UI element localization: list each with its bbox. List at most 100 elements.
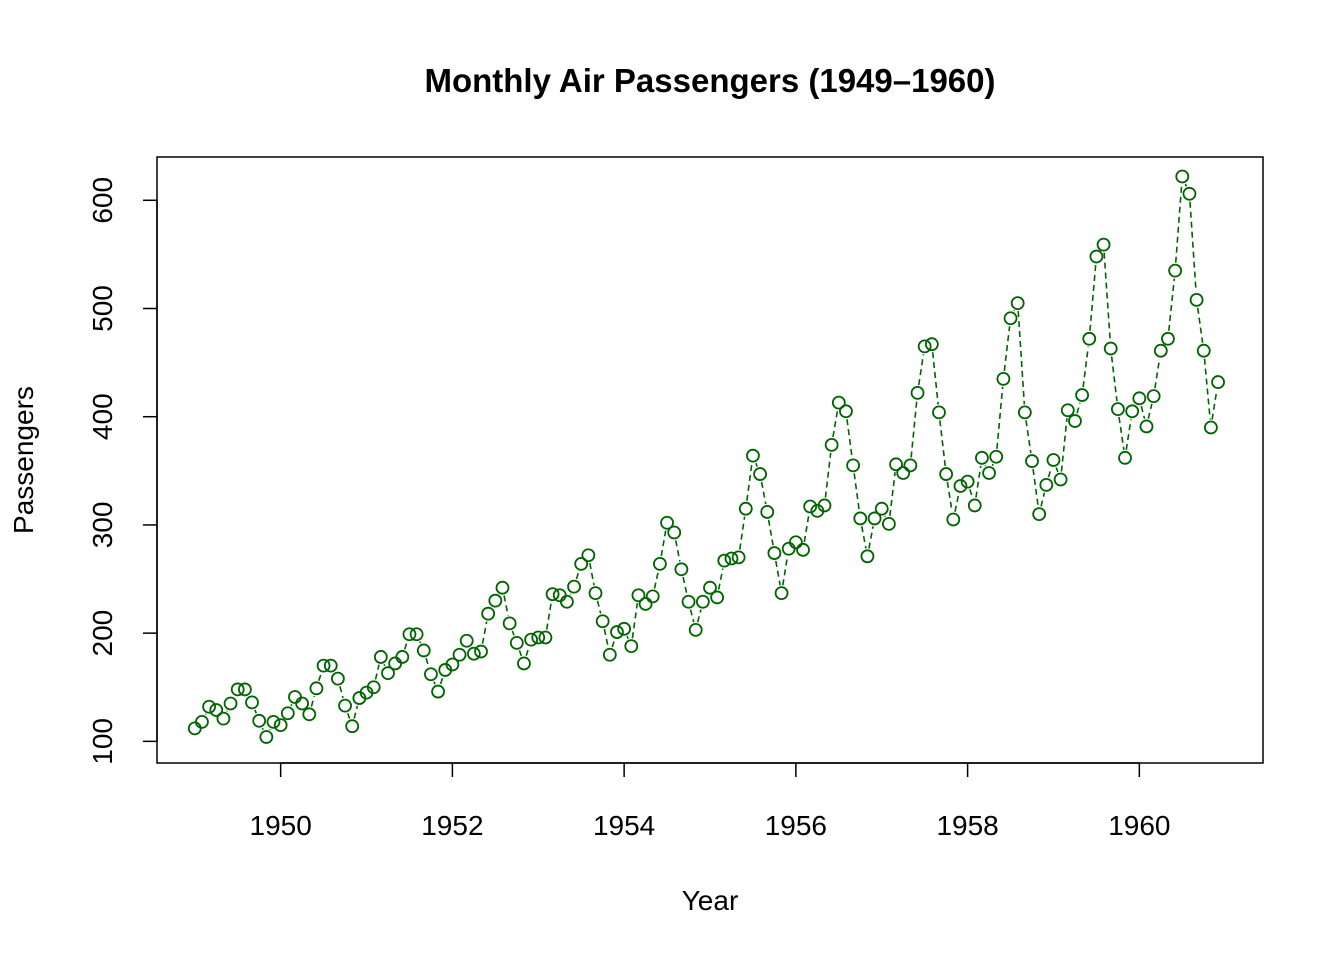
series-segment bbox=[626, 635, 629, 640]
series-segment bbox=[1110, 356, 1118, 402]
series-segment bbox=[832, 410, 839, 438]
data-point bbox=[1103, 341, 1118, 356]
data-point bbox=[967, 498, 982, 513]
data-point bbox=[209, 703, 224, 717]
series-segment bbox=[589, 562, 595, 586]
series-segment bbox=[1032, 468, 1039, 507]
series-segment bbox=[1055, 467, 1059, 473]
data-point bbox=[681, 594, 696, 609]
series-segment bbox=[374, 664, 380, 680]
series-segment bbox=[1174, 184, 1183, 263]
series-segment bbox=[596, 600, 602, 614]
data-point bbox=[409, 627, 424, 642]
data-point bbox=[1153, 343, 1168, 358]
data-point bbox=[617, 621, 632, 636]
data-point bbox=[1089, 249, 1104, 264]
data-point bbox=[280, 706, 295, 721]
series-segment bbox=[954, 493, 960, 512]
data-point bbox=[853, 511, 868, 526]
series-segment bbox=[969, 489, 974, 499]
series-segment bbox=[1017, 311, 1026, 405]
data-point bbox=[753, 467, 767, 481]
series-segment bbox=[674, 540, 681, 562]
series-segment bbox=[1140, 405, 1146, 419]
data-point bbox=[1053, 472, 1068, 487]
series-segment bbox=[991, 463, 994, 466]
data-point bbox=[502, 616, 517, 631]
data-point bbox=[266, 714, 281, 729]
data-point bbox=[860, 549, 875, 564]
data-point bbox=[302, 707, 317, 722]
series-segment bbox=[1047, 467, 1053, 478]
series-segment bbox=[419, 641, 422, 644]
series-segment bbox=[518, 650, 523, 657]
series-segment bbox=[682, 576, 688, 595]
series-segment bbox=[1211, 389, 1218, 420]
data-point bbox=[323, 658, 338, 673]
data-point bbox=[989, 449, 1004, 464]
data-point bbox=[366, 680, 381, 695]
data-point bbox=[903, 458, 918, 473]
series-segment bbox=[868, 526, 874, 549]
data-point bbox=[445, 657, 460, 672]
data-point bbox=[459, 633, 474, 648]
data-point bbox=[674, 562, 689, 577]
data-point bbox=[1032, 507, 1047, 522]
x-tick-label: 1952 bbox=[421, 810, 483, 841]
data-point bbox=[195, 714, 209, 729]
data-point bbox=[495, 580, 510, 595]
series-segment bbox=[803, 514, 810, 543]
data-point bbox=[874, 501, 889, 516]
series-segment bbox=[503, 595, 509, 616]
series-segment bbox=[511, 630, 515, 636]
data-point bbox=[924, 337, 939, 352]
y-tick-label: 400 bbox=[87, 393, 118, 440]
data-point bbox=[781, 541, 796, 556]
y-tick-label: 200 bbox=[87, 610, 118, 657]
data-point bbox=[481, 606, 496, 621]
series-segment bbox=[782, 556, 789, 586]
data-point bbox=[1204, 420, 1218, 435]
series-segment bbox=[1103, 252, 1111, 341]
data-point bbox=[717, 553, 732, 568]
series-segment bbox=[290, 703, 293, 707]
series-segment bbox=[689, 609, 695, 623]
data-point bbox=[932, 405, 946, 420]
data-point bbox=[474, 644, 488, 659]
series-segment bbox=[1147, 403, 1153, 419]
x-tick-label: 1954 bbox=[593, 810, 655, 841]
data-point bbox=[760, 505, 775, 519]
series-segment bbox=[910, 400, 918, 458]
data-point bbox=[631, 588, 646, 603]
data-point bbox=[667, 525, 682, 540]
data-point bbox=[803, 499, 818, 514]
x-axis-label: Year bbox=[682, 885, 739, 916]
data-point bbox=[330, 671, 345, 686]
data-point bbox=[746, 448, 760, 463]
data-point bbox=[567, 579, 581, 594]
data-point bbox=[881, 516, 896, 531]
series-segment bbox=[1168, 278, 1176, 331]
series-segment bbox=[603, 628, 609, 648]
data-point bbox=[1189, 292, 1204, 307]
data-point bbox=[1039, 477, 1054, 492]
data-point bbox=[710, 590, 725, 605]
data-point bbox=[230, 682, 245, 697]
data-point bbox=[703, 580, 717, 595]
series-segment bbox=[1025, 420, 1032, 454]
series-segment bbox=[767, 519, 774, 546]
data-point bbox=[424, 667, 438, 682]
data-point bbox=[237, 682, 252, 697]
data-point bbox=[581, 548, 596, 563]
data-point bbox=[402, 627, 417, 642]
data-point bbox=[466, 646, 481, 661]
data-point bbox=[1025, 454, 1039, 468]
data-point bbox=[552, 588, 567, 603]
data-point bbox=[1125, 404, 1140, 419]
data-point bbox=[1196, 343, 1211, 358]
data-point bbox=[1211, 375, 1225, 389]
data-point bbox=[588, 586, 603, 601]
data-point bbox=[1096, 237, 1111, 252]
series-segment bbox=[717, 568, 724, 590]
data-point bbox=[688, 622, 703, 637]
